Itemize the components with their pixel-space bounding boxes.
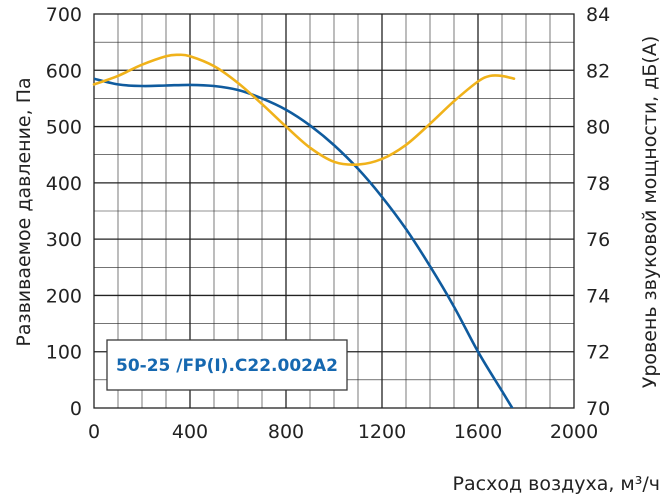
y2-tick-label: 70 [586, 398, 610, 420]
y2-tick-label: 78 [586, 173, 610, 195]
y-tick-label: 400 [46, 173, 82, 195]
y2-tick-label: 82 [586, 60, 610, 82]
y2-axis-title: Уровень звуковой мощности, дБ(А) [639, 36, 661, 389]
x-tick-label: 1200 [358, 421, 406, 443]
y-tick-label: 600 [46, 60, 82, 82]
y-tick-label: 500 [46, 117, 82, 139]
y2-tick-label: 80 [586, 117, 610, 139]
x-tick-label: 0 [88, 421, 100, 443]
y2-tick-label: 76 [586, 229, 610, 251]
y-axis-title: Развиваемое давление, Па [13, 77, 35, 346]
legend-box: 50-25 /FP(I).C22.002A2 [106, 339, 348, 391]
y2-tick-label: 74 [586, 285, 610, 307]
grid [94, 14, 574, 408]
x-tick-label: 800 [268, 421, 304, 443]
sound-series-line [92, 53, 516, 167]
y-tick-label: 100 [46, 342, 82, 364]
y-tick-label: 700 [46, 4, 82, 26]
y-tick-labels: 0 100 200 300 400 500 600 700 [46, 4, 82, 420]
x-tick-labels: 0 400 800 1200 1600 2000 [88, 421, 598, 443]
y2-tick-label: 72 [586, 342, 610, 364]
y-tick-label: 300 [46, 229, 82, 251]
y2-tick-label: 84 [586, 4, 610, 26]
plot-frame [93, 13, 575, 409]
x-axis-title: Расход воздуха, м³/ч [453, 473, 660, 495]
y-tick-label: 0 [70, 398, 82, 420]
y-tick-label: 200 [46, 285, 82, 307]
y2-tick-labels: 70 72 74 76 78 80 82 84 [586, 4, 610, 420]
pressure-series-line [94, 77, 514, 408]
x-tick-label: 2000 [550, 421, 598, 443]
legend-label: 50-25 /FP(I).C22.002A2 [116, 356, 338, 376]
x-tick-label: 400 [172, 421, 208, 443]
x-tick-label: 1600 [454, 421, 502, 443]
